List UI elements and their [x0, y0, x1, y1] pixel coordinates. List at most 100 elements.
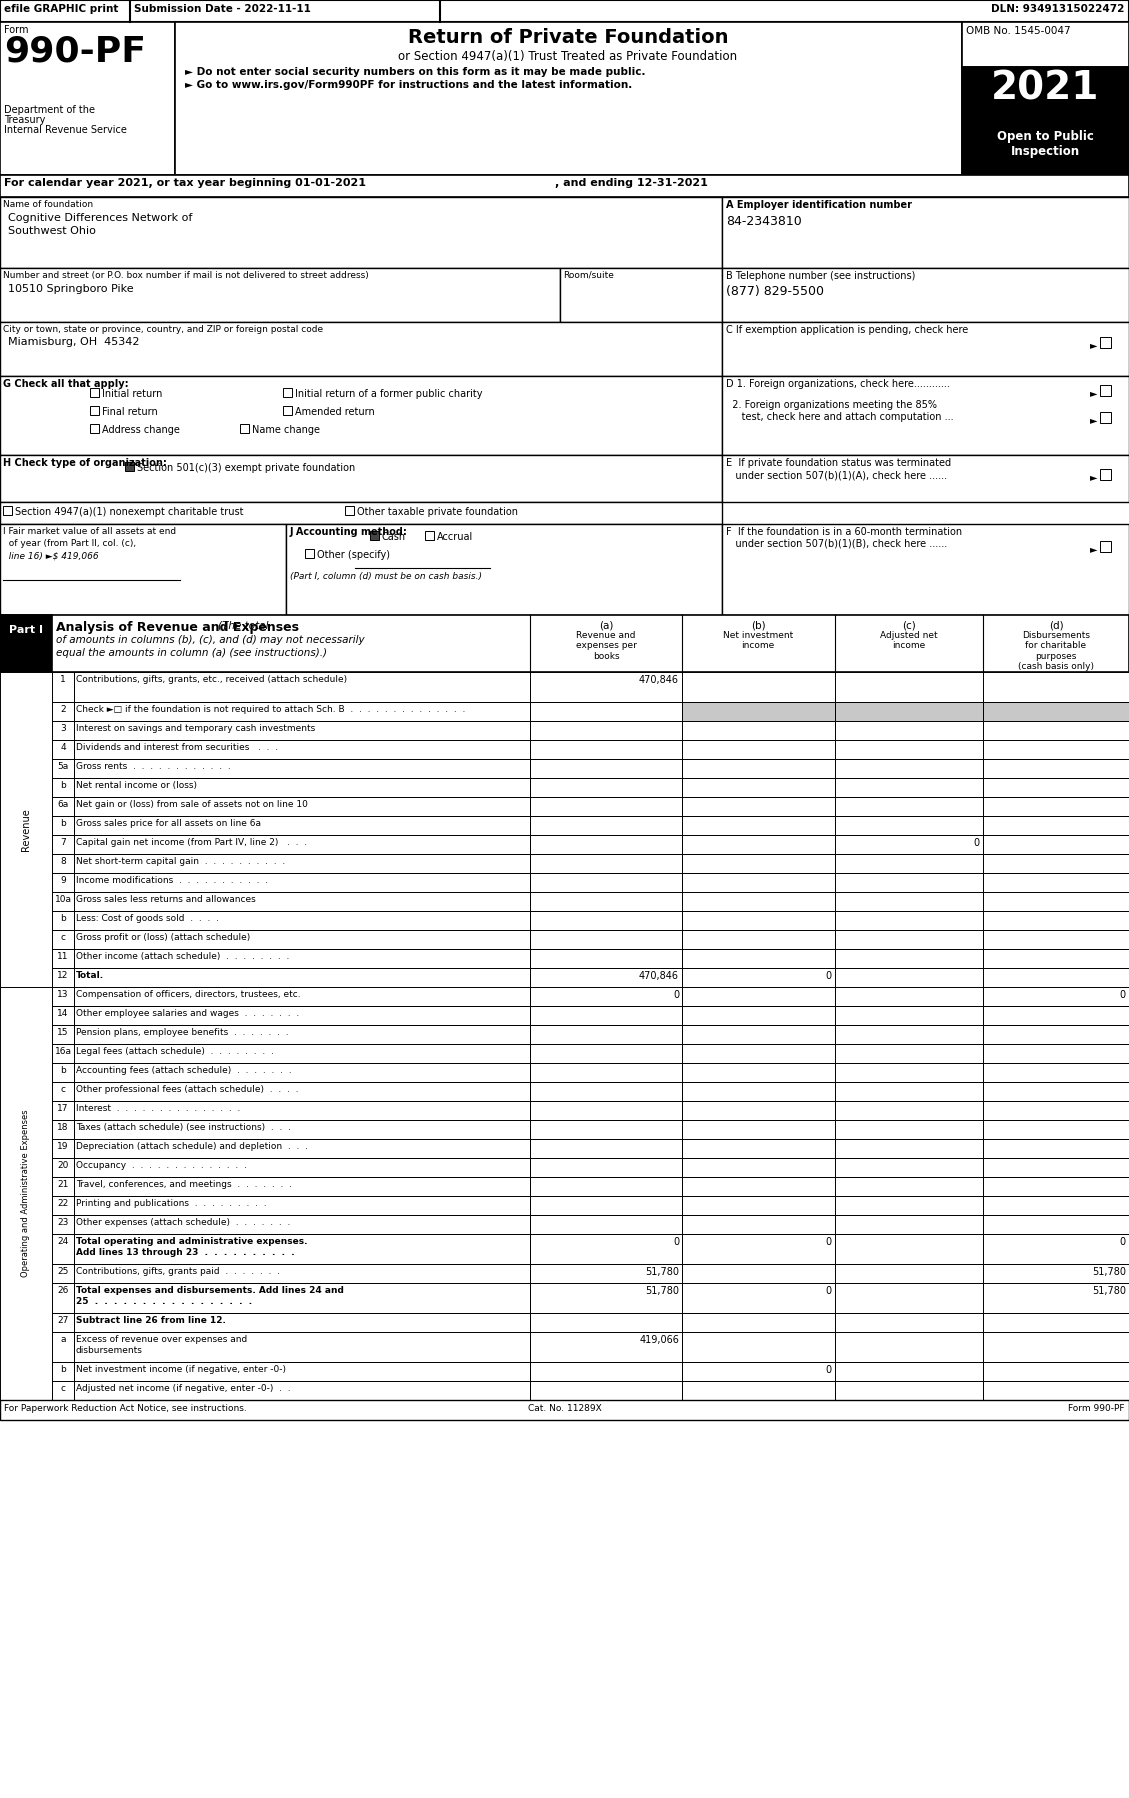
Bar: [682, 1233, 835, 1264]
Text: b: b: [60, 913, 65, 922]
Bar: [75, 1233, 530, 1264]
Bar: [983, 1063, 1129, 1082]
Bar: [0, 198, 723, 268]
Bar: [90, 424, 99, 433]
Bar: [530, 1138, 682, 1158]
Bar: [682, 672, 835, 701]
Bar: [75, 892, 530, 912]
Text: E  If private foundation status was terminated: E If private foundation status was termi…: [726, 458, 951, 467]
Bar: [682, 1120, 835, 1138]
Bar: [530, 1381, 682, 1401]
Bar: [835, 701, 983, 721]
Text: Other income (attach schedule)  .  .  .  .  .  .  .  .: Other income (attach schedule) . . . . .…: [76, 951, 289, 960]
Bar: [0, 615, 1129, 672]
Text: Compensation of officers, directors, trustees, etc.: Compensation of officers, directors, tru…: [76, 991, 300, 1000]
Text: 11: 11: [58, 951, 69, 960]
Bar: [983, 912, 1129, 930]
Text: For calendar year 2021, or tax year beginning 01-01-2021: For calendar year 2021, or tax year begi…: [5, 178, 366, 189]
Text: Gross rents  .  .  .  .  .  .  .  .  .  .  .  .: Gross rents . . . . . . . . . . . .: [76, 762, 230, 771]
Text: Southwest Ohio: Southwest Ohio: [8, 227, 96, 236]
Text: 0: 0: [826, 1365, 832, 1375]
Text: 15: 15: [58, 1028, 69, 1037]
Bar: [75, 930, 530, 949]
Bar: [983, 1138, 1129, 1158]
Bar: [835, 987, 983, 1007]
Bar: [983, 1332, 1129, 1363]
Bar: [983, 672, 1129, 701]
Bar: [75, 967, 530, 987]
Bar: [682, 1025, 835, 1045]
Bar: [75, 854, 530, 874]
Text: D 1. Foreign organizations, check here............: D 1. Foreign organizations, check here..…: [726, 379, 949, 388]
Text: c: c: [61, 1384, 65, 1393]
Bar: [52, 1007, 75, 1025]
Text: Travel, conferences, and meetings  .  .  .  .  .  .  .: Travel, conferences, and meetings . . . …: [76, 1179, 292, 1188]
Text: Income modifications  .  .  .  .  .  .  .  .  .  .  .: Income modifications . . . . . . . . . .…: [76, 876, 268, 885]
Text: ►: ►: [1089, 388, 1097, 397]
Bar: [682, 930, 835, 949]
Text: Initial return: Initial return: [102, 388, 163, 399]
Bar: [530, 1363, 682, 1381]
Bar: [90, 406, 99, 415]
Text: Adjusted net income (if negative, enter -0-)  .  .: Adjusted net income (if negative, enter …: [76, 1384, 290, 1393]
Bar: [983, 1082, 1129, 1100]
Bar: [835, 1158, 983, 1178]
Bar: [983, 1007, 1129, 1025]
Text: Analysis of Revenue and Expenses: Analysis of Revenue and Expenses: [56, 620, 299, 635]
Bar: [283, 406, 292, 415]
Text: 5a: 5a: [58, 762, 69, 771]
Bar: [75, 1007, 530, 1025]
Bar: [75, 1196, 530, 1215]
Bar: [835, 1381, 983, 1401]
Bar: [52, 987, 75, 1007]
Bar: [530, 759, 682, 779]
Text: Operating and Administrative Expenses: Operating and Administrative Expenses: [21, 1109, 30, 1277]
Text: 0: 0: [673, 1237, 679, 1248]
Bar: [835, 1215, 983, 1233]
Bar: [962, 67, 1129, 174]
Bar: [52, 759, 75, 779]
Bar: [52, 1215, 75, 1233]
Text: Name change: Name change: [252, 424, 320, 435]
Text: (c): (c): [902, 620, 916, 629]
Bar: [983, 701, 1129, 721]
Text: c: c: [61, 1084, 65, 1093]
Bar: [962, 22, 1129, 67]
Text: Total expenses and disbursements. Add lines 24 and: Total expenses and disbursements. Add li…: [76, 1286, 344, 1295]
Bar: [125, 462, 134, 471]
Bar: [835, 1332, 983, 1363]
Text: Gross sales price for all assets on line 6a: Gross sales price for all assets on line…: [76, 820, 261, 829]
Bar: [682, 949, 835, 967]
Text: b: b: [60, 1066, 65, 1075]
Bar: [983, 779, 1129, 797]
Bar: [530, 1120, 682, 1138]
Text: Interest on savings and temporary cash investments: Interest on savings and temporary cash i…: [76, 725, 315, 734]
Bar: [52, 1363, 75, 1381]
Text: Room/suite: Room/suite: [563, 271, 614, 280]
Bar: [75, 949, 530, 967]
Text: Gross profit or (loss) (attach schedule): Gross profit or (loss) (attach schedule): [76, 933, 251, 942]
Bar: [0, 987, 52, 1401]
Bar: [75, 834, 530, 854]
Bar: [52, 834, 75, 854]
Bar: [983, 816, 1129, 834]
Bar: [682, 912, 835, 930]
Bar: [682, 874, 835, 892]
Text: Net investment
income: Net investment income: [723, 631, 794, 651]
Bar: [75, 721, 530, 741]
Bar: [835, 949, 983, 967]
Bar: [0, 268, 560, 322]
Bar: [345, 505, 355, 514]
Text: Net gain or (loss) from sale of assets not on line 10: Net gain or (loss) from sale of assets n…: [76, 800, 308, 809]
Text: Total.: Total.: [76, 971, 104, 980]
Bar: [682, 987, 835, 1007]
Bar: [52, 721, 75, 741]
Text: 0: 0: [826, 971, 832, 982]
Text: 51,780: 51,780: [645, 1268, 679, 1277]
Text: 18: 18: [58, 1124, 69, 1133]
Text: of amounts in columns (b), (c), and (d) may not necessarily: of amounts in columns (b), (c), and (d) …: [56, 635, 365, 645]
Bar: [983, 1284, 1129, 1313]
Text: 13: 13: [58, 991, 69, 1000]
Bar: [52, 1025, 75, 1045]
Bar: [52, 967, 75, 987]
